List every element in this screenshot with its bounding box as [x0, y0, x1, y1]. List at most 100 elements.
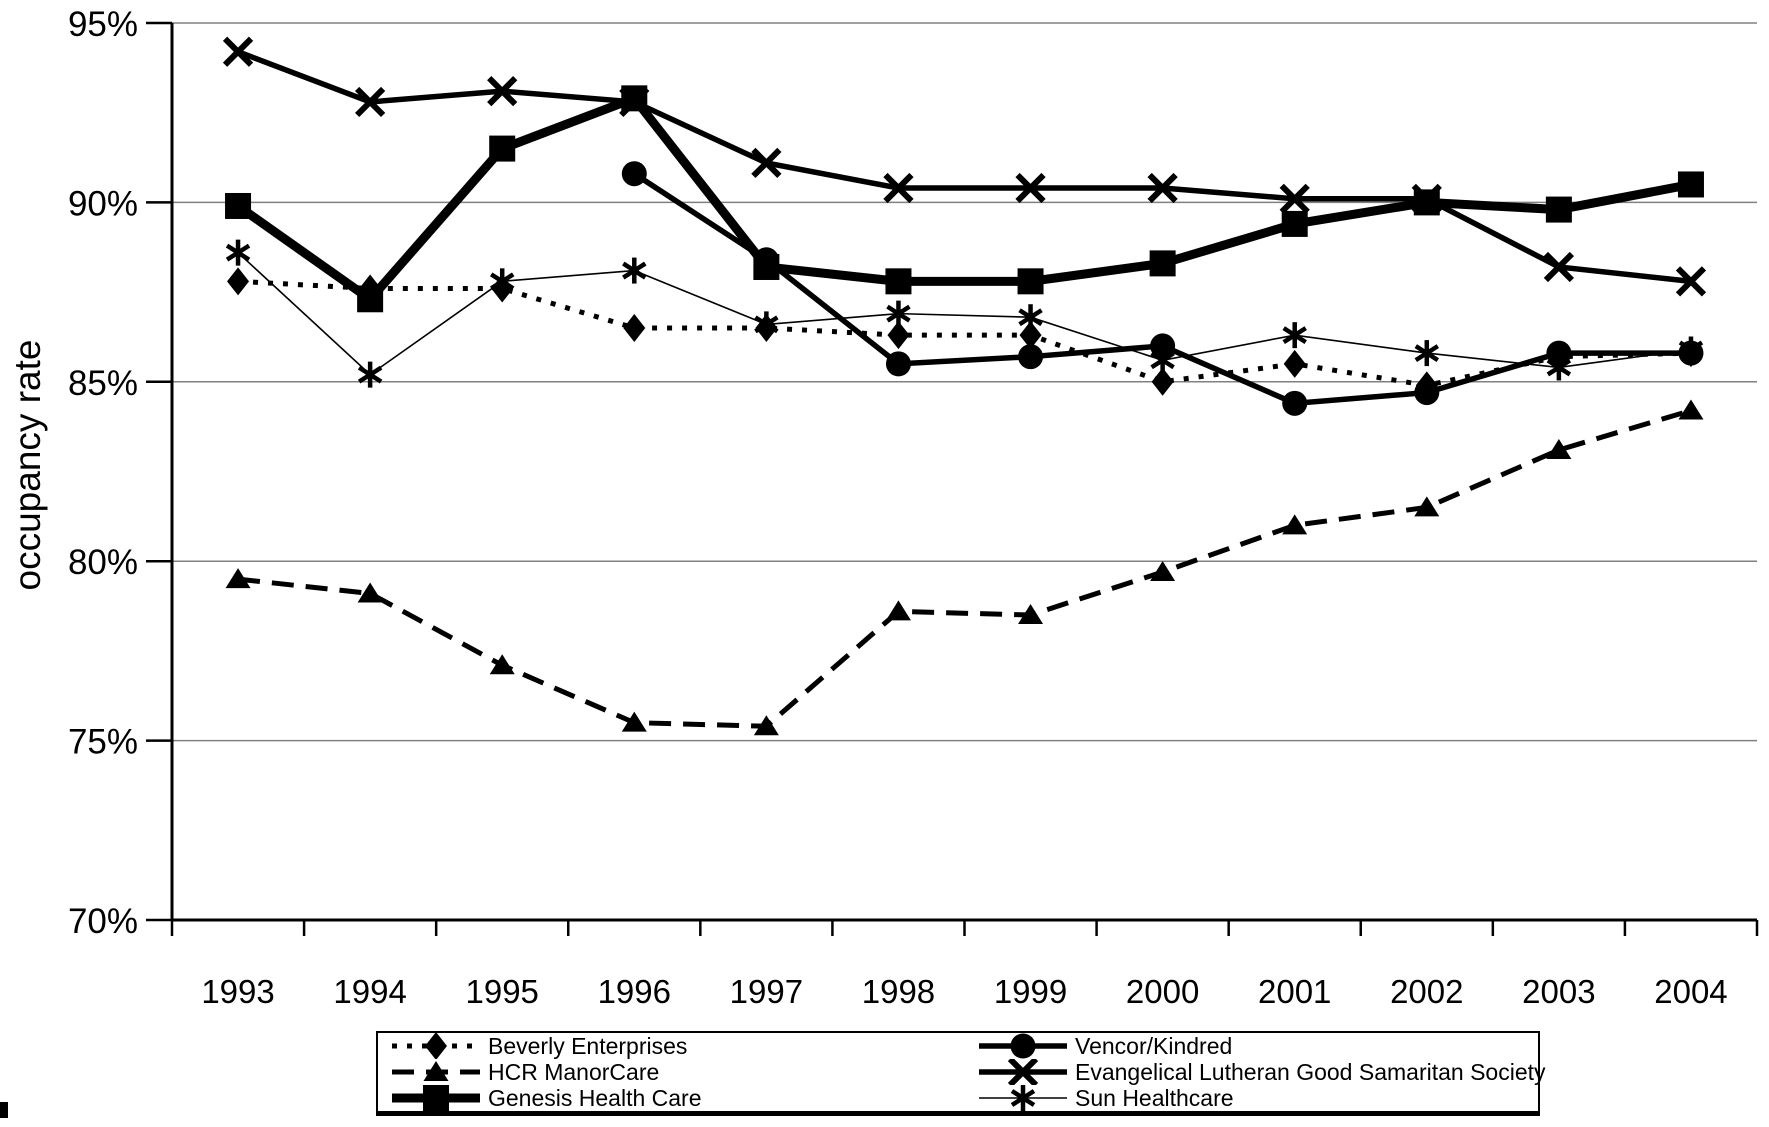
- marker-triangle: [885, 600, 911, 621]
- series-evangelical-lutheran-good-samaritan-society: [222, 36, 1707, 297]
- data-point-genesis-health-care-1996: [621, 85, 648, 112]
- legend-label: Genesis Health Care: [488, 1084, 702, 1111]
- marker-square: [885, 268, 912, 295]
- marker-asterisk: [490, 272, 515, 291]
- marker-asterisk: [622, 261, 647, 280]
- data-point-sun-healthcare-2003: [1546, 354, 1572, 381]
- marker-x: [1007, 1059, 1039, 1085]
- x-tick-label-2003: 2003: [1522, 973, 1595, 1010]
- x-tick-label-1997: 1997: [730, 973, 803, 1010]
- legend-item-hcr-manorcare: HCR ManorCare: [390, 1059, 702, 1085]
- data-point-sun-healthcare-1997: [754, 311, 779, 338]
- marker-asterisk: [1546, 358, 1572, 377]
- marker-square: [1281, 210, 1308, 237]
- data-point-hcr-manorcare-2004: [1678, 399, 1704, 420]
- marker-x: [751, 147, 782, 179]
- marker-asterisk: [1678, 340, 1704, 359]
- marker-triangle: [1282, 514, 1308, 535]
- legend-label: Vencor/Kindred: [1075, 1032, 1233, 1059]
- legend-swatch-hcr-manorcare: [392, 1061, 480, 1081]
- data-point-sun-healthcare-2004: [1678, 336, 1704, 363]
- data-point-hcr-manorcare-1999: [1018, 604, 1044, 625]
- data-point-evangelical-lutheran-good-samaritan-society-2003: [1543, 251, 1574, 283]
- data-point-vencor-kindred-2003: [1546, 340, 1572, 366]
- data-point-beverly-enterprises-2000: [1151, 367, 1174, 396]
- y-tick-label-95: 95%: [68, 5, 138, 44]
- marker-square: [423, 1085, 449, 1111]
- data-point-genesis-health-care-2001: [1281, 210, 1308, 237]
- series-beverly-enterprises: [227, 267, 1702, 400]
- marker-circle: [1282, 390, 1308, 416]
- legend-label: Evangelical Lutheran Good Samaritan Soci…: [1075, 1058, 1546, 1085]
- marker-diamond: [887, 321, 910, 350]
- chart-legend: Beverly Enterprises HCR ManorCare Genesi…: [376, 1031, 1546, 1116]
- data-point-hcr-manorcare-2002: [1414, 496, 1440, 517]
- data-point-evangelical-lutheran-good-samaritan-society-2004: [1675, 266, 1707, 297]
- marker-triangle: [1678, 399, 1704, 420]
- x-tick-label-1998: 1998: [862, 973, 935, 1010]
- marker-asterisk: [1414, 344, 1439, 362]
- legend-swatch-sun-healthcare: [979, 1085, 1067, 1111]
- marker-triangle: [489, 654, 515, 675]
- data-point-hcr-manorcare-1995: [489, 654, 515, 675]
- legend-swatch-marker: [1010, 1085, 1036, 1111]
- legend-item-evangelical-lutheran-good-samaritan-society: Evangelical Lutheran Good Samaritan Soci…: [977, 1059, 1546, 1085]
- marker-square: [357, 286, 384, 313]
- marker-square: [1017, 268, 1044, 295]
- data-point-genesis-health-care-2004: [1677, 171, 1704, 198]
- data-point-hcr-manorcare-1998: [885, 600, 911, 621]
- axes: [170, 23, 1757, 922]
- legend-item-beverly-enterprises: Beverly Enterprises: [390, 1033, 702, 1059]
- data-point-vencor-kindred-2000: [1150, 333, 1176, 359]
- series-line-evangelical-lutheran-good-samaritan-society: [237, 49, 1692, 285]
- marker-asterisk: [1150, 351, 1175, 370]
- legend-item-sun-healthcare: Sun Healthcare: [977, 1085, 1546, 1111]
- marker-diamond: [623, 313, 646, 342]
- series-genesis-health-care: [225, 85, 1704, 313]
- marker-triangle: [357, 582, 383, 603]
- data-point-hcr-manorcare-1997: [753, 715, 779, 736]
- data-point-genesis-health-care-1995: [489, 135, 516, 162]
- y-tick-label-85: 85%: [68, 364, 138, 403]
- legend-swatch-marker: [1007, 1059, 1039, 1085]
- data-point-evangelical-lutheran-good-samaritan-society-1994: [355, 86, 386, 118]
- legend-swatch-genesis-health-care: [392, 1085, 480, 1111]
- data-point-vencor-kindred-1999: [1018, 344, 1044, 370]
- data-point-hcr-manorcare-1996: [621, 711, 647, 732]
- marker-triangle: [225, 568, 251, 589]
- marker-x: [1675, 266, 1707, 297]
- marker-circle: [621, 161, 647, 187]
- x-tick-label-2004: 2004: [1654, 973, 1727, 1010]
- legend-item-vencor-kindred: Vencor/Kindred: [977, 1033, 1546, 1059]
- marker-x: [1543, 251, 1574, 283]
- marker-diamond: [1019, 321, 1042, 350]
- data-point-beverly-enterprises-1993: [227, 267, 250, 296]
- legend-column-left: Beverly Enterprises HCR ManorCare Genesi…: [390, 1033, 702, 1111]
- data-point-sun-healthcare-2002: [1414, 340, 1439, 367]
- data-point-evangelical-lutheran-good-samaritan-society-1995: [487, 76, 518, 107]
- marker-triangle: [1546, 438, 1572, 459]
- data-point-vencor-kindred-2002: [1414, 380, 1440, 406]
- data-point-vencor-kindred-1998: [885, 351, 911, 377]
- y-tick-label-75: 75%: [68, 723, 138, 762]
- marker-circle: [1414, 380, 1440, 406]
- data-point-vencor-kindred-1996: [621, 161, 647, 187]
- data-point-evangelical-lutheran-good-samaritan-society-2000: [1147, 172, 1178, 204]
- data-point-evangelical-lutheran-good-samaritan-society-1993: [222, 36, 254, 67]
- marker-x: [487, 76, 518, 107]
- x-tick-label-1994: 1994: [333, 973, 406, 1010]
- marker-triangle: [423, 1061, 449, 1081]
- data-point-sun-healthcare-1993: [225, 239, 251, 266]
- series-sun-healthcare: [225, 239, 1704, 388]
- marker-asterisk: [754, 315, 779, 334]
- data-point-hcr-manorcare-1993: [225, 568, 251, 589]
- series-line-hcr-manorcare: [237, 408, 1692, 729]
- data-point-sun-healthcare-1998: [886, 300, 911, 327]
- data-point-beverly-enterprises-2001: [1283, 349, 1306, 378]
- series-line-genesis-health-care: [235, 92, 1692, 306]
- x-tick-label-2000: 2000: [1126, 973, 1199, 1010]
- marker-diamond: [227, 267, 250, 296]
- marker-circle: [1150, 333, 1176, 359]
- marker-x: [883, 172, 914, 204]
